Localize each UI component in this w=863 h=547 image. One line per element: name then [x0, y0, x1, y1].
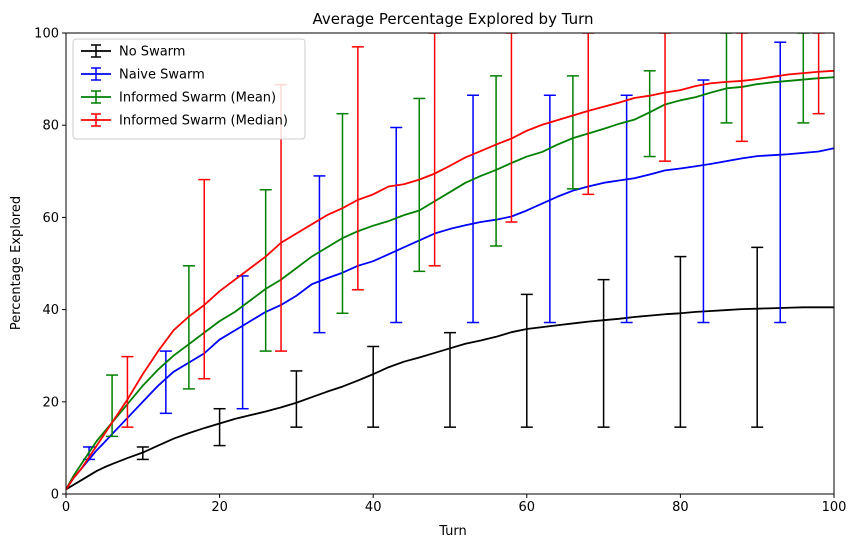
plot-area: [65, 32, 835, 495]
legend-item: Naive Swarm: [81, 67, 205, 83]
series-line: [66, 306, 834, 491]
error-bar: [290, 370, 303, 428]
error-bar: [597, 278, 610, 428]
y-tick-label: 0: [51, 488, 59, 503]
error-bar: [697, 79, 710, 324]
error-bar: [106, 374, 119, 438]
x-axis: 0 20 40 60 80 100: [62, 494, 847, 515]
x-axis-title: Turn: [438, 524, 467, 539]
error-bar: [490, 75, 503, 247]
error-bar: [198, 178, 211, 380]
x-tick-label: 60: [519, 500, 536, 515]
plot-frame: [65, 32, 835, 495]
chart-title: Average Percentage Explored by Turn: [312, 10, 593, 28]
error-bar: [774, 41, 787, 324]
series-2: [66, 33, 834, 490]
legend-label: No Swarm: [119, 45, 185, 60]
series-0: [66, 246, 834, 491]
error-bar: [620, 94, 633, 324]
series-line: [66, 69, 834, 490]
legend-box: [72, 38, 306, 140]
y-tick-label: 60: [42, 211, 59, 226]
error-bar: [720, 33, 733, 124]
plot-series: [66, 33, 834, 491]
error-bar: [390, 126, 403, 324]
error-bar: [812, 33, 825, 115]
error-bar: [566, 75, 579, 190]
x-tick-label: 100: [822, 500, 847, 515]
error-bar: [182, 265, 195, 390]
y-tick-label: 80: [42, 119, 59, 134]
y-axis: 0 20 40 60 80 100: [34, 27, 66, 503]
x-tick-label: 40: [365, 500, 382, 515]
legend-label: Informed Swarm (Median): [119, 114, 288, 129]
x-tick-label: 20: [211, 500, 228, 515]
legend-label: Informed Swarm (Mean): [119, 91, 276, 106]
legend: No Swarm Naive Swarm Informed Swarm (Mean)…: [72, 38, 306, 140]
error-bar: [643, 70, 656, 158]
error-bar: [413, 97, 426, 273]
error-bar: [428, 33, 441, 267]
error-bar: [582, 33, 595, 196]
error-bar: [213, 407, 226, 447]
error-bar: [674, 255, 687, 428]
error-bar: [259, 188, 272, 352]
error-bar: [520, 293, 533, 428]
y-tick-label: 40: [42, 303, 59, 318]
error-bar: [751, 246, 764, 428]
series-line: [66, 147, 834, 490]
legend-item: Informed Swarm (Median): [81, 113, 288, 129]
error-bar: [797, 33, 810, 124]
error-bar: [336, 112, 349, 315]
legend-label: Naive Swarm: [119, 68, 205, 83]
error-bar: [659, 33, 672, 162]
x-tick-label: 80: [672, 500, 689, 515]
y-axis-title: Percentage Explored: [9, 196, 24, 330]
error-bar: [467, 94, 480, 324]
x-tick-label: 0: [62, 500, 70, 515]
error-bar: [505, 33, 518, 223]
error-bar: [313, 175, 326, 334]
legend-item: No Swarm: [81, 44, 185, 60]
series-1: [66, 41, 834, 490]
error-bar: [121, 355, 134, 428]
series-line: [66, 76, 834, 490]
error-bar: [543, 94, 556, 324]
legend-item: Informed Swarm (Mean): [81, 90, 276, 106]
error-bar: [351, 46, 364, 291]
error-bar: [367, 345, 380, 428]
y-tick-label: 20: [42, 395, 59, 410]
y-tick-label: 100: [34, 27, 59, 42]
error-bar: [735, 33, 748, 143]
